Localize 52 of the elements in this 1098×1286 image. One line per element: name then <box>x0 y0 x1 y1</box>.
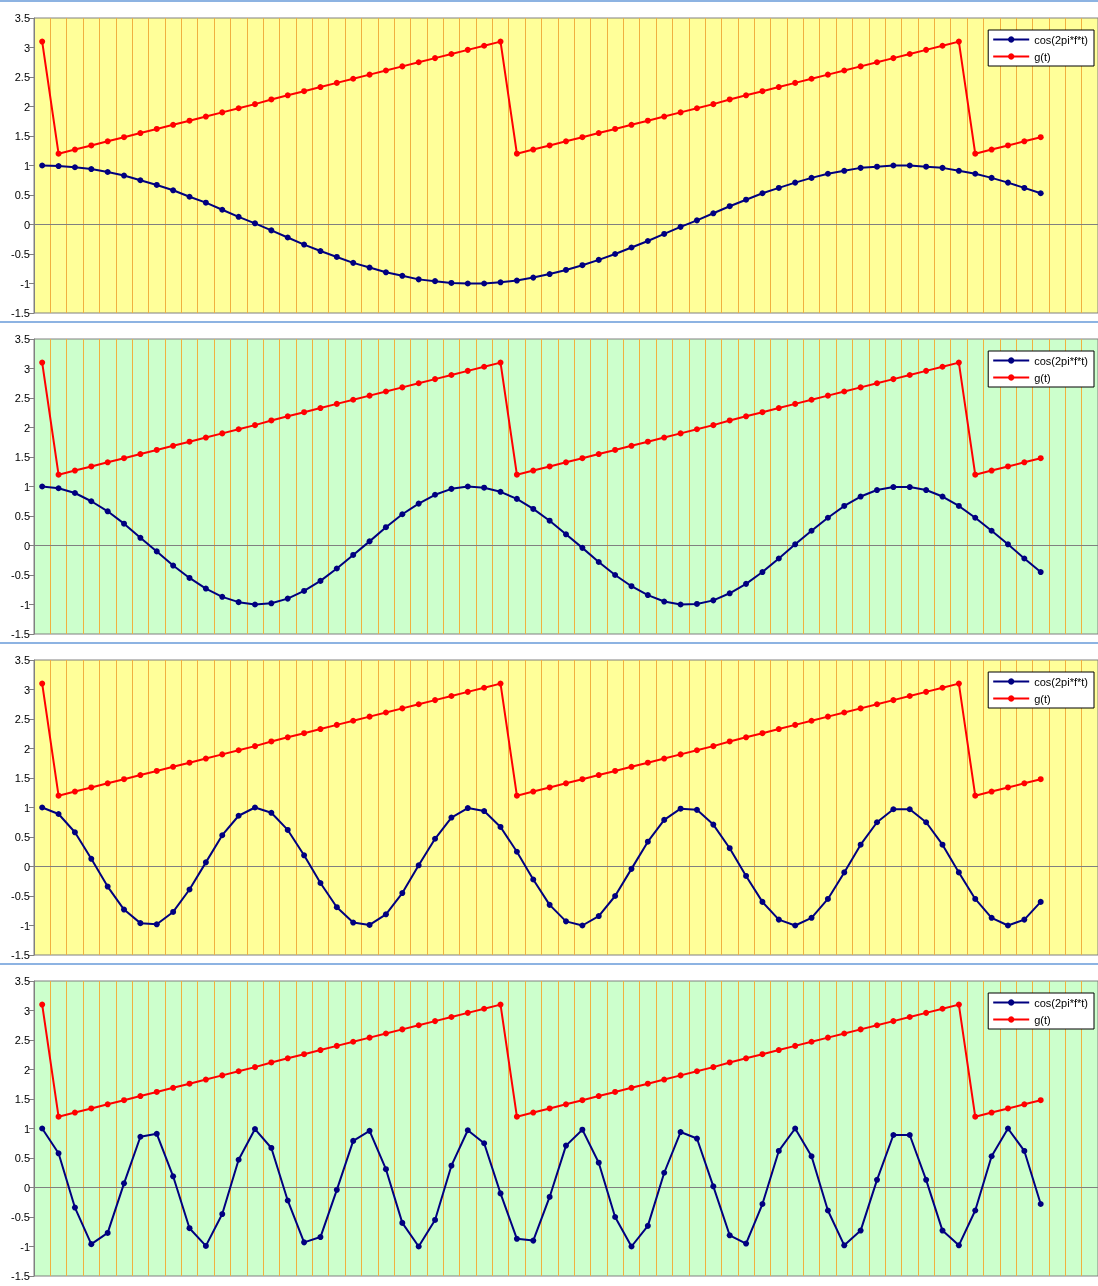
y-tick-label: 3 <box>23 683 30 696</box>
y-tick-label: 3.5 <box>14 654 30 666</box>
y-tick-label: 3 <box>23 41 30 54</box>
y-tick-label: -1.5 <box>11 1270 30 1282</box>
y-tick-label: -0.5 <box>11 569 30 581</box>
legend-label: cos(2pi*f*t) <box>1034 33 1088 46</box>
y-tick-label: -0.5 <box>11 1211 30 1223</box>
y-tick-label: 0 <box>23 539 30 552</box>
y-tick-label: 1 <box>23 1122 30 1135</box>
y-tick-label: -0.5 <box>11 890 30 902</box>
y-tick-label: 2.5 <box>14 1034 30 1046</box>
y-tick-label: -1 <box>20 277 30 290</box>
y-tick-label: 2 <box>23 100 30 113</box>
y-tick-label: 0.5 <box>14 510 30 522</box>
y-tick-label: 1.5 <box>14 451 30 463</box>
legend-label: g(t) <box>1034 50 1051 63</box>
y-tick-label: 2 <box>23 1063 30 1076</box>
y-tick-label: -1 <box>20 598 30 611</box>
y-tick-label: 3 <box>23 362 30 375</box>
y-tick-label: 0.5 <box>14 831 30 843</box>
y-tick-label: 1 <box>23 159 30 172</box>
legend-label: cos(2pi*f*t) <box>1034 996 1088 1009</box>
y-tick-label: 3.5 <box>14 333 30 345</box>
y-tick-label: 1 <box>23 480 30 493</box>
y-tick-label: 2 <box>23 421 30 434</box>
y-tick-label: 2.5 <box>14 713 30 725</box>
y-tick-label: 0.5 <box>14 189 30 201</box>
y-tick-label: 2 <box>23 742 30 755</box>
y-tick-label: 1 <box>23 801 30 814</box>
y-tick-label: -1.5 <box>11 307 30 319</box>
legend-label: g(t) <box>1034 1013 1051 1026</box>
y-tick-label: 2.5 <box>14 392 30 404</box>
y-tick-label: 0 <box>23 1181 30 1194</box>
y-tick-label: 1.5 <box>14 130 30 142</box>
y-tick-label: -0.5 <box>11 248 30 260</box>
y-tick-label: -1 <box>20 919 30 932</box>
y-tick-label: 2.5 <box>14 71 30 83</box>
y-tick-label: -1.5 <box>11 628 30 640</box>
legend-label: g(t) <box>1034 692 1051 705</box>
y-tick-label: 3.5 <box>14 12 30 24</box>
y-tick-label: 1.5 <box>14 1093 30 1105</box>
legend-label: cos(2pi*f*t) <box>1034 354 1088 367</box>
y-tick-label: 1.5 <box>14 772 30 784</box>
y-tick-label: -1.5 <box>11 949 30 961</box>
y-tick-label: 3.5 <box>14 975 30 987</box>
y-tick-label: 3 <box>23 1004 30 1017</box>
y-tick-label: 0 <box>23 218 30 231</box>
legend-label: g(t) <box>1034 371 1051 384</box>
y-tick-label: 0 <box>23 860 30 873</box>
y-tick-label: 0.5 <box>14 1152 30 1164</box>
legend-label: cos(2pi*f*t) <box>1034 675 1088 688</box>
y-tick-label: -1 <box>20 1240 30 1253</box>
